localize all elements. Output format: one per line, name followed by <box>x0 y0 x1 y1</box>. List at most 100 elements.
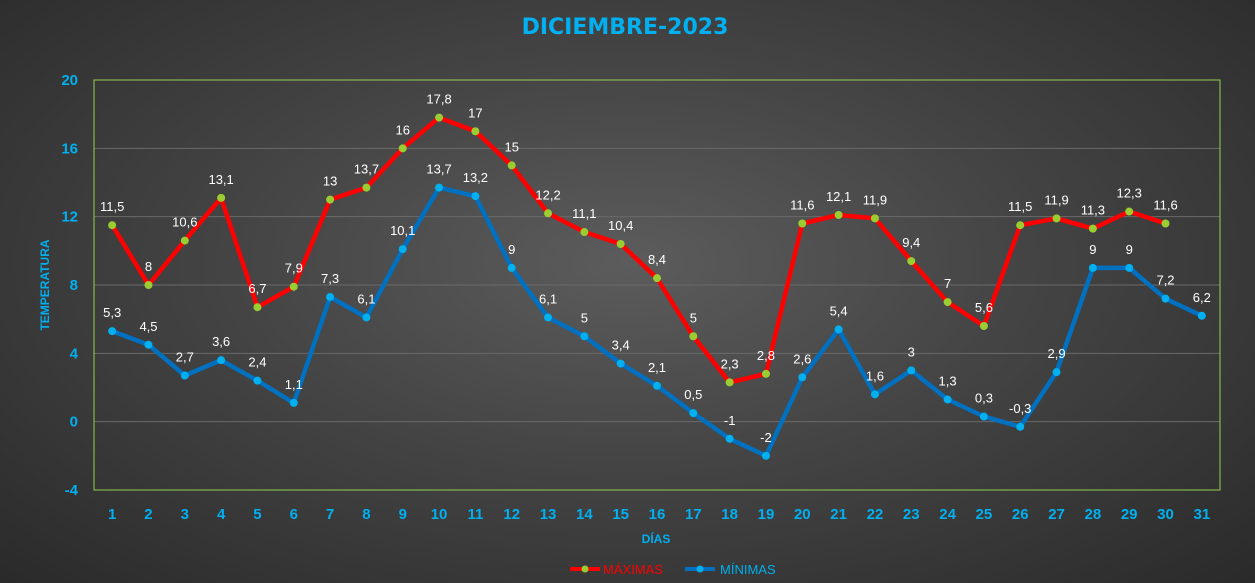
data-label-maximas: 13,1 <box>208 172 233 187</box>
y-axis-title: TEMPERATURA <box>38 239 52 330</box>
data-label-minimas: 1,3 <box>939 373 957 388</box>
x-tick-label: 22 <box>867 506 884 523</box>
data-label-minimas: 9 <box>1126 242 1133 257</box>
y-tick-label: 0 <box>70 414 78 431</box>
series-line-minimas <box>109 185 1205 459</box>
data-point-minimas <box>1161 294 1170 303</box>
data-label-maximas: 15 <box>504 139 518 154</box>
x-axis-title: DÍAS <box>642 531 671 546</box>
data-point-maximas <box>1016 221 1025 230</box>
chart-title: DICIEMBRE-2023 <box>522 15 729 40</box>
data-point-maximas <box>761 369 770 378</box>
data-label-maximas: 7,9 <box>285 261 303 276</box>
data-point-minimas <box>616 359 625 368</box>
data-point-maximas <box>943 298 952 307</box>
data-point-maximas <box>435 113 444 122</box>
x-tick-label: 24 <box>939 506 956 523</box>
x-tick-label: 15 <box>612 506 629 523</box>
legend-item-maximas: MÁXIMAS <box>570 562 663 577</box>
gridlines <box>94 147 1220 423</box>
x-tick-label: 19 <box>758 506 775 523</box>
data-label-maximas: 9,4 <box>902 235 920 250</box>
legend-label-maximas: MÁXIMAS <box>603 562 663 577</box>
data-point-maximas <box>398 144 407 153</box>
data-label-maximas: 13,7 <box>354 162 379 177</box>
data-point-maximas <box>1161 219 1170 228</box>
data-label-maximas: 7 <box>944 276 951 291</box>
data-label-maximas: 12,2 <box>535 187 560 202</box>
data-label-minimas: -2 <box>760 430 772 445</box>
x-tick-label: 28 <box>1085 506 1102 523</box>
data-label-minimas: 6,1 <box>357 291 375 306</box>
data-label-maximas: 11,1 <box>572 206 596 221</box>
data-label-minimas: 0,5 <box>684 387 702 402</box>
data-point-minimas <box>870 390 879 399</box>
plot-area-border <box>93 79 1221 491</box>
data-point-maximas <box>653 274 661 283</box>
data-label-maximas: 11,3 <box>1081 203 1105 218</box>
legend-marker-minimas <box>696 565 704 573</box>
data-point-maximas <box>1125 207 1134 216</box>
y-tick-label: 12 <box>61 209 78 226</box>
data-point-maximas <box>580 228 589 237</box>
x-tick-label: 10 <box>431 506 448 523</box>
data-point-maximas <box>544 209 553 218</box>
series-line-maximas <box>109 115 1168 385</box>
data-label-maximas: 5 <box>690 310 697 325</box>
data-label-minimas: 9 <box>508 242 515 257</box>
data-label-maximas: 11,5 <box>100 199 124 214</box>
data-point-minimas <box>1088 263 1097 272</box>
data-point-maximas <box>253 303 262 312</box>
data-label-maximas: 11,6 <box>1153 198 1177 213</box>
data-label-maximas: 5,6 <box>975 300 993 315</box>
data-point-minimas <box>289 398 298 407</box>
data-labels: 11,5 8 10,6 13,1 6,7 7,9 13 13,7 16 17,8 17 15 12,2 1… <box>100 92 1211 445</box>
x-tick-label: 8 <box>362 506 370 523</box>
data-label-minimas: 13,7 <box>426 162 451 177</box>
data-label-maximas: 10,6 <box>172 215 197 230</box>
x-tick-label: 18 <box>721 506 738 523</box>
data-point-maximas <box>1088 224 1097 233</box>
data-label-maximas: 10,4 <box>608 218 633 233</box>
data-label-minimas: -0,3 <box>1009 401 1031 416</box>
data-label-minimas: 2,6 <box>793 351 811 366</box>
data-point-minimas <box>398 245 407 254</box>
data-point-minimas <box>580 332 589 341</box>
data-label-minimas: 5,4 <box>830 303 848 318</box>
data-point-minimas <box>507 263 516 272</box>
data-label-maximas: 16 <box>396 122 410 137</box>
data-label-maximas: 17,8 <box>426 92 451 107</box>
data-point-minimas <box>834 325 843 334</box>
x-tick-label: 31 <box>1193 506 1210 523</box>
y-tick-label: 4 <box>70 345 79 362</box>
data-point-maximas <box>289 282 298 291</box>
data-label-minimas: 3,4 <box>612 338 630 353</box>
data-label-minimas: 10,1 <box>390 223 415 238</box>
x-tick-label: 13 <box>540 506 557 523</box>
data-point-minimas <box>253 376 262 385</box>
data-point-maximas <box>616 240 625 248</box>
legend-marker-maximas <box>581 565 589 573</box>
data-point-maximas <box>471 127 480 136</box>
data-point-minimas <box>798 373 807 382</box>
data-label-minimas: 2,1 <box>648 360 666 375</box>
data-point-minimas <box>544 313 553 322</box>
data-label-maximas: 12,1 <box>826 189 851 204</box>
legend-item-minimas: MÍNIMAS <box>685 562 776 577</box>
data-point-minimas <box>907 366 916 375</box>
x-tick-label: 6 <box>290 506 298 523</box>
data-point-maximas <box>1052 214 1061 223</box>
data-point-minimas <box>1052 368 1061 377</box>
data-point-minimas <box>943 395 952 404</box>
x-tick-label: 17 <box>685 506 702 523</box>
data-label-maximas: 6,7 <box>248 281 266 296</box>
data-label-minimas: 7,2 <box>1156 273 1174 288</box>
data-point-minimas <box>1016 422 1025 431</box>
data-label-minimas: 7,3 <box>321 271 339 286</box>
data-label-minimas: 6,1 <box>539 291 557 306</box>
data-point-maximas <box>689 332 698 341</box>
data-point-minimas <box>1197 311 1206 320</box>
data-point-maximas <box>834 210 843 219</box>
data-label-minimas: 0,3 <box>975 391 993 406</box>
data-point-minimas <box>180 371 189 380</box>
